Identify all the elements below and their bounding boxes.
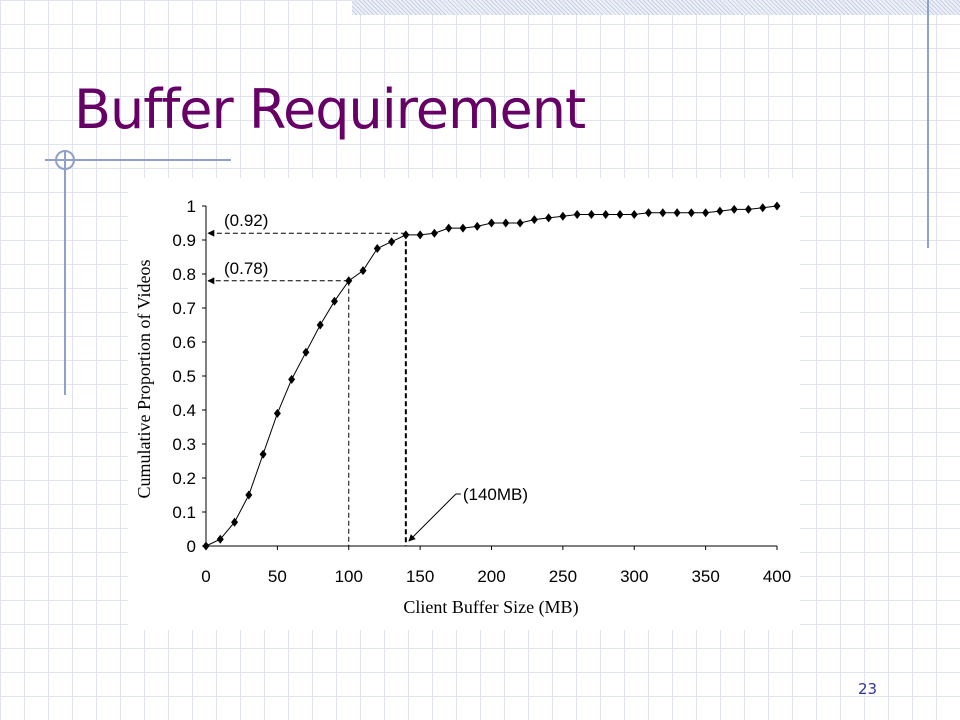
- data-point: [259, 449, 267, 459]
- data-point: [687, 208, 695, 218]
- data-point: [502, 218, 510, 228]
- deco-circle: [55, 150, 75, 170]
- data-point: [587, 210, 595, 219]
- data-point: [702, 208, 710, 218]
- x-tick-label: 0: [201, 567, 210, 586]
- data-point: [545, 213, 553, 223]
- data-point: [416, 230, 424, 240]
- y-tick-label: 0.1: [172, 503, 196, 522]
- data-point: [616, 210, 624, 219]
- data-point: [573, 210, 581, 219]
- data-point: [645, 208, 653, 218]
- x-tick-label: 350: [691, 567, 719, 586]
- x-tick-label: 200: [477, 567, 505, 586]
- data-point: [273, 408, 281, 418]
- slide-title: Buffer Requirement: [74, 78, 586, 141]
- x-tick-label: 50: [268, 567, 287, 586]
- top-bar: [352, 0, 960, 15]
- data-point: [559, 211, 567, 221]
- data-point: [245, 490, 253, 500]
- data-point: [459, 223, 467, 233]
- y-tick-label: 0.2: [172, 469, 196, 488]
- y-tick-label: 0.5: [172, 367, 196, 386]
- data-point: [402, 230, 410, 240]
- x-tick-label: 400: [763, 567, 791, 586]
- y-tick-label: 0.8: [172, 265, 196, 284]
- data-point: [516, 218, 524, 228]
- data-point: [530, 215, 538, 225]
- x-tick-label: 300: [620, 567, 648, 586]
- y-tick-label: 0.6: [172, 333, 196, 352]
- deco-hline: [45, 159, 231, 161]
- x-tick-label: 150: [406, 567, 434, 586]
- data-point: [302, 347, 310, 357]
- data-point: [359, 266, 367, 276]
- data-point: [773, 201, 781, 211]
- data-point: [216, 534, 224, 544]
- data-point: [716, 206, 724, 216]
- data-point: [759, 203, 767, 213]
- data-point: [202, 541, 210, 551]
- x-axis-label: Client Buffer Size (MB): [403, 597, 578, 618]
- y-tick-label: 0.9: [172, 231, 196, 250]
- data-point: [330, 296, 338, 306]
- y-tick-label: 0.3: [172, 435, 196, 454]
- chart-background: [128, 178, 800, 630]
- y-axis-label: Cumulative Proportion of Videos: [134, 259, 154, 498]
- x-tick-label: 250: [549, 567, 577, 586]
- x-tick-label: 100: [335, 567, 363, 586]
- annotation-label: (140MB): [463, 485, 528, 504]
- annotation-label: (0.92): [224, 211, 268, 230]
- deco-vline: [64, 150, 66, 395]
- page-number: 23: [858, 680, 878, 698]
- data-point: [630, 210, 638, 219]
- data-point: [659, 208, 667, 218]
- data-point: [744, 204, 752, 214]
- data-point: [388, 237, 396, 247]
- data-point: [730, 204, 738, 214]
- data-point: [602, 210, 610, 219]
- y-tick-label: 0.4: [172, 401, 196, 420]
- data-point: [288, 374, 296, 384]
- data-point: [488, 218, 495, 228]
- data-point: [445, 223, 453, 233]
- annotation-arrow: [408, 493, 457, 542]
- deco-line: [927, 0, 929, 248]
- annotation-label: (0.78): [224, 259, 268, 278]
- data-point: [231, 517, 239, 527]
- data-point: [316, 320, 324, 330]
- data-point: [430, 228, 438, 238]
- data-point: [473, 221, 481, 231]
- y-tick-label: 0: [187, 537, 196, 556]
- y-tick-label: 1: [187, 197, 196, 216]
- data-point: [673, 208, 681, 218]
- data-point: [345, 276, 353, 286]
- y-tick-label: 0.7: [172, 299, 196, 318]
- data-point: [373, 244, 381, 253]
